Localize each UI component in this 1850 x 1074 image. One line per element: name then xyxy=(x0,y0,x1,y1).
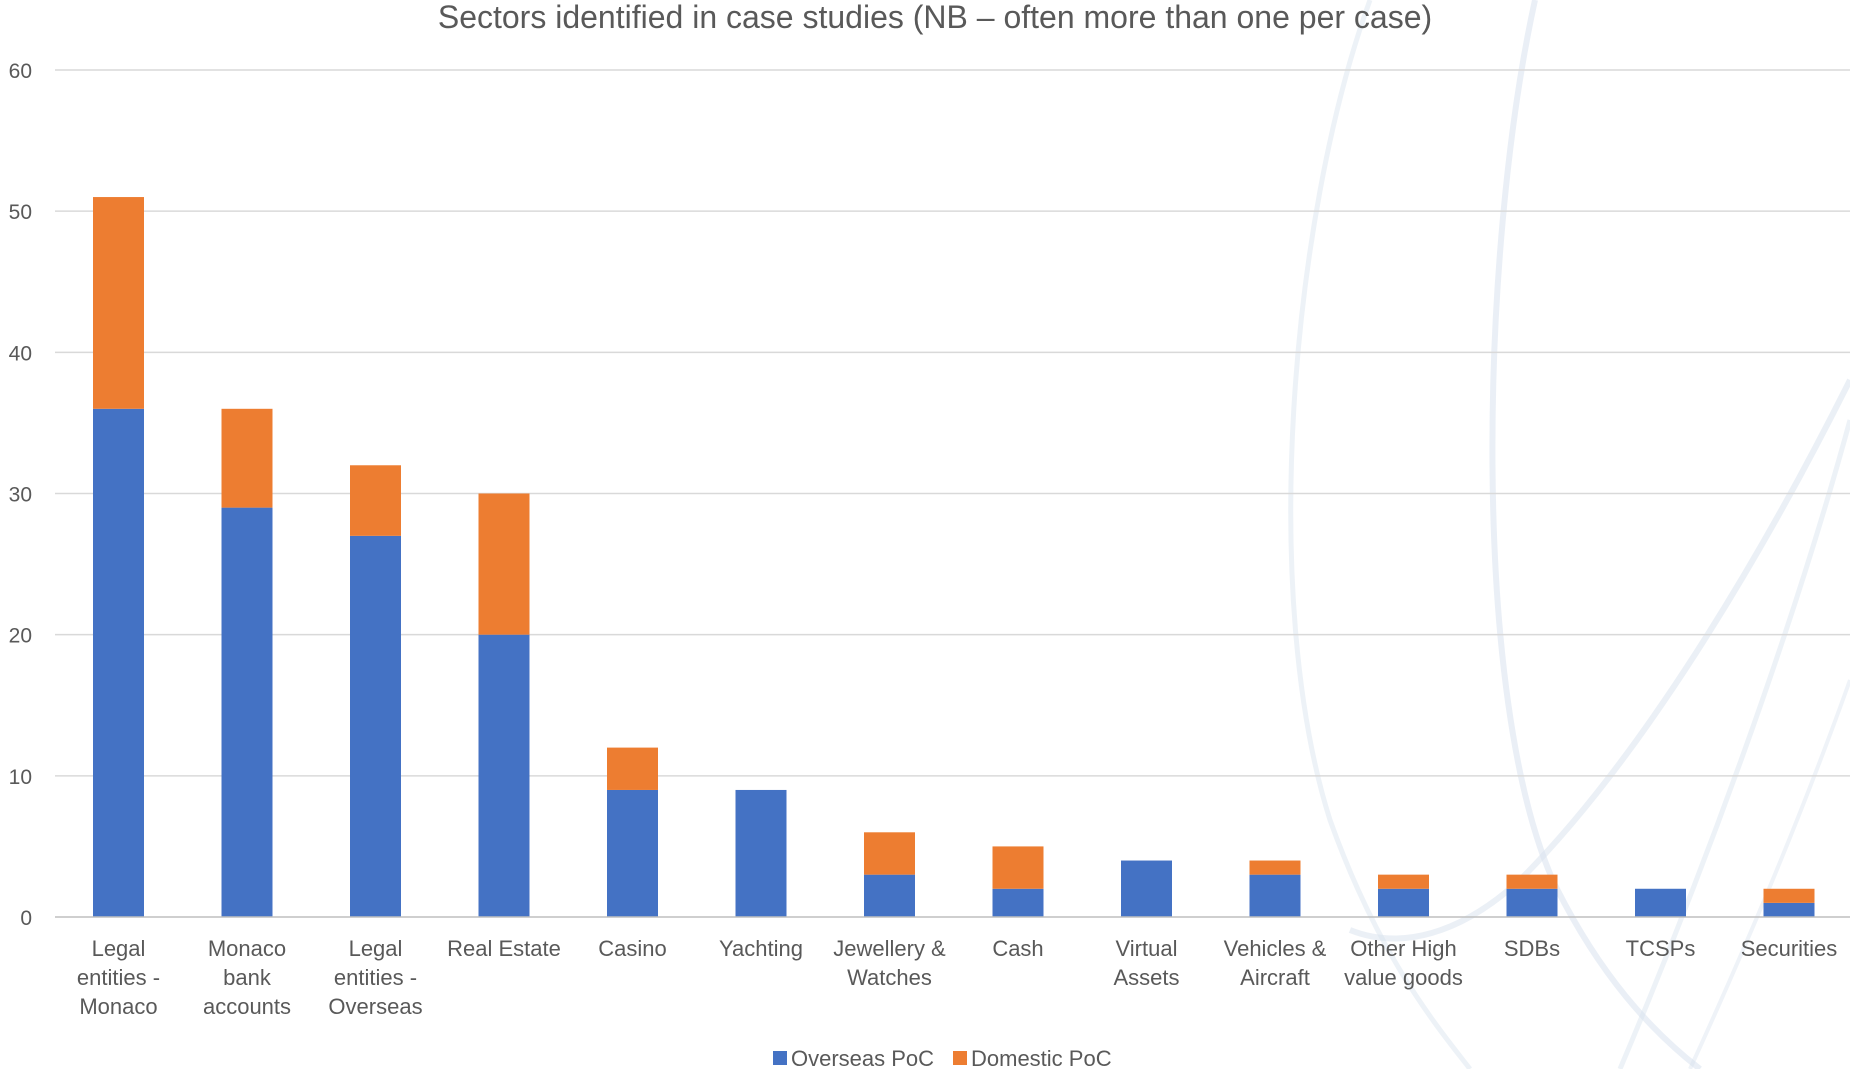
x-category-label: Securities xyxy=(1741,936,1838,961)
bar-segment-overseas xyxy=(735,789,787,917)
legend-swatch xyxy=(773,1051,787,1065)
x-category-label: Other High value goods xyxy=(1344,936,1463,990)
x-category-label: Virtual Assets xyxy=(1113,936,1179,990)
x-category-label: SDBs xyxy=(1504,936,1560,961)
bar-segment-domestic xyxy=(350,465,401,536)
bar-segment-domestic xyxy=(1378,874,1429,889)
y-tick-label: 60 xyxy=(9,60,32,83)
bar-segment-overseas xyxy=(350,535,401,917)
y-tick-label: 0 xyxy=(20,907,32,930)
y-axis-ticks: 0 10 20 30 40 50 60 xyxy=(9,60,32,930)
bar-segment-domestic xyxy=(1763,888,1815,903)
x-category-label: Legal entities -Overseas xyxy=(328,936,422,1019)
x-category-label: Cash xyxy=(992,936,1043,961)
bar-segment-domestic xyxy=(992,846,1044,889)
bar-segment-domestic xyxy=(1506,874,1558,889)
legend-swatch xyxy=(953,1051,967,1065)
y-tick-label: 10 xyxy=(9,766,32,789)
bar-segment-domestic xyxy=(478,493,530,635)
bar-segment-overseas xyxy=(1249,874,1301,917)
legend-label: Overseas PoC xyxy=(791,1046,934,1069)
bar-segment-overseas xyxy=(1506,888,1558,917)
x-category-label: Legal entities -Monaco xyxy=(77,936,160,1019)
bar-segment-overseas xyxy=(478,634,530,917)
bar-segment-domestic xyxy=(864,832,915,875)
bar-segment-overseas xyxy=(221,507,273,917)
bar-segment-domestic xyxy=(221,408,273,508)
gridlines xyxy=(55,69,1850,777)
x-category-label: TCSPs xyxy=(1626,936,1696,961)
legend-label: Domestic PoC xyxy=(971,1046,1112,1069)
chart-title: Sectors identified in case studies (NB –… xyxy=(438,0,1432,35)
y-tick-label: 30 xyxy=(9,484,32,507)
y-tick-label: 40 xyxy=(9,342,32,365)
bar-segment-domestic xyxy=(607,747,658,790)
bar-segment-overseas xyxy=(864,874,915,917)
bar-segment-overseas xyxy=(1635,888,1686,917)
bar-segment-overseas xyxy=(1121,860,1172,917)
legend: Overseas PoC Domestic PoC xyxy=(773,1046,1112,1071)
y-tick-label: 50 xyxy=(9,201,32,224)
x-category-label: Casino xyxy=(598,936,666,961)
bar-segment-overseas xyxy=(93,408,144,917)
x-category-label: Real Estate xyxy=(447,936,561,961)
bars xyxy=(93,197,1815,917)
bar-segment-domestic xyxy=(1249,860,1301,875)
bar-segment-overseas xyxy=(1763,902,1815,917)
bar-segment-overseas xyxy=(1378,888,1429,917)
x-category-label: Monaco bank accounts xyxy=(203,936,291,1019)
y-tick-label: 20 xyxy=(9,625,32,648)
bar-segment-domestic xyxy=(93,197,144,409)
bar-segment-overseas xyxy=(607,789,658,917)
x-category-label: Vehicles & Aircraft xyxy=(1224,936,1327,990)
bar-segment-overseas xyxy=(992,888,1044,917)
x-category-label: Yachting xyxy=(719,936,803,961)
x-category-label: Jewellery & Watches xyxy=(833,936,946,990)
x-axis-categories: Legal entities -Monaco Monaco bank accounts L… xyxy=(77,936,1837,1019)
background-watermark xyxy=(1288,0,1850,1072)
